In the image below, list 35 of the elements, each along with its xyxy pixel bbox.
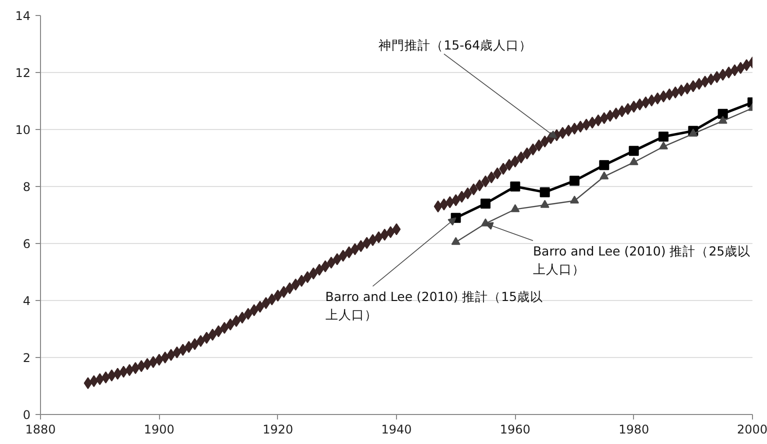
point (451, 236, 460, 245)
y-tick-label: 0 (22, 408, 31, 422)
y-tick-label: 12 (15, 66, 31, 80)
x-tick-label: 1900 (144, 422, 174, 436)
x-tick-label: 1880 (25, 422, 56, 436)
point (659, 141, 668, 150)
y-tick-label: 8 (22, 180, 31, 194)
y-tick-label: 10 (15, 123, 31, 137)
point (688, 128, 698, 137)
annotation: Barro and Lee (2010) 推計（15歳以上人口） (325, 289, 543, 322)
annotation: Barro and Lee (2010) 推計（25歳以上人口） (532, 244, 751, 276)
y-tick-label: 14 (15, 9, 31, 23)
y-tick-label: 6 (22, 237, 31, 251)
point (600, 171, 609, 180)
point (570, 196, 579, 204)
point (540, 187, 550, 198)
x-tick-label: 2000 (736, 422, 767, 436)
point (629, 157, 638, 166)
x-tick-label: 1980 (618, 422, 650, 436)
y-tick-label: 4 (22, 294, 31, 308)
point (480, 198, 490, 209)
point (628, 146, 639, 156)
point (570, 176, 580, 186)
point (510, 204, 520, 212)
y-tick-label: 2 (22, 351, 31, 365)
annotation: 神門推計（15-64歳人口） (378, 38, 532, 53)
point (718, 108, 728, 119)
point (510, 182, 520, 192)
point (599, 160, 610, 170)
x-tick-label: 1960 (500, 422, 530, 436)
point (718, 116, 728, 124)
point (658, 132, 668, 142)
point (540, 200, 550, 208)
x-tick-label: 1940 (381, 422, 412, 436)
x-tick-label: 1920 (262, 422, 294, 436)
